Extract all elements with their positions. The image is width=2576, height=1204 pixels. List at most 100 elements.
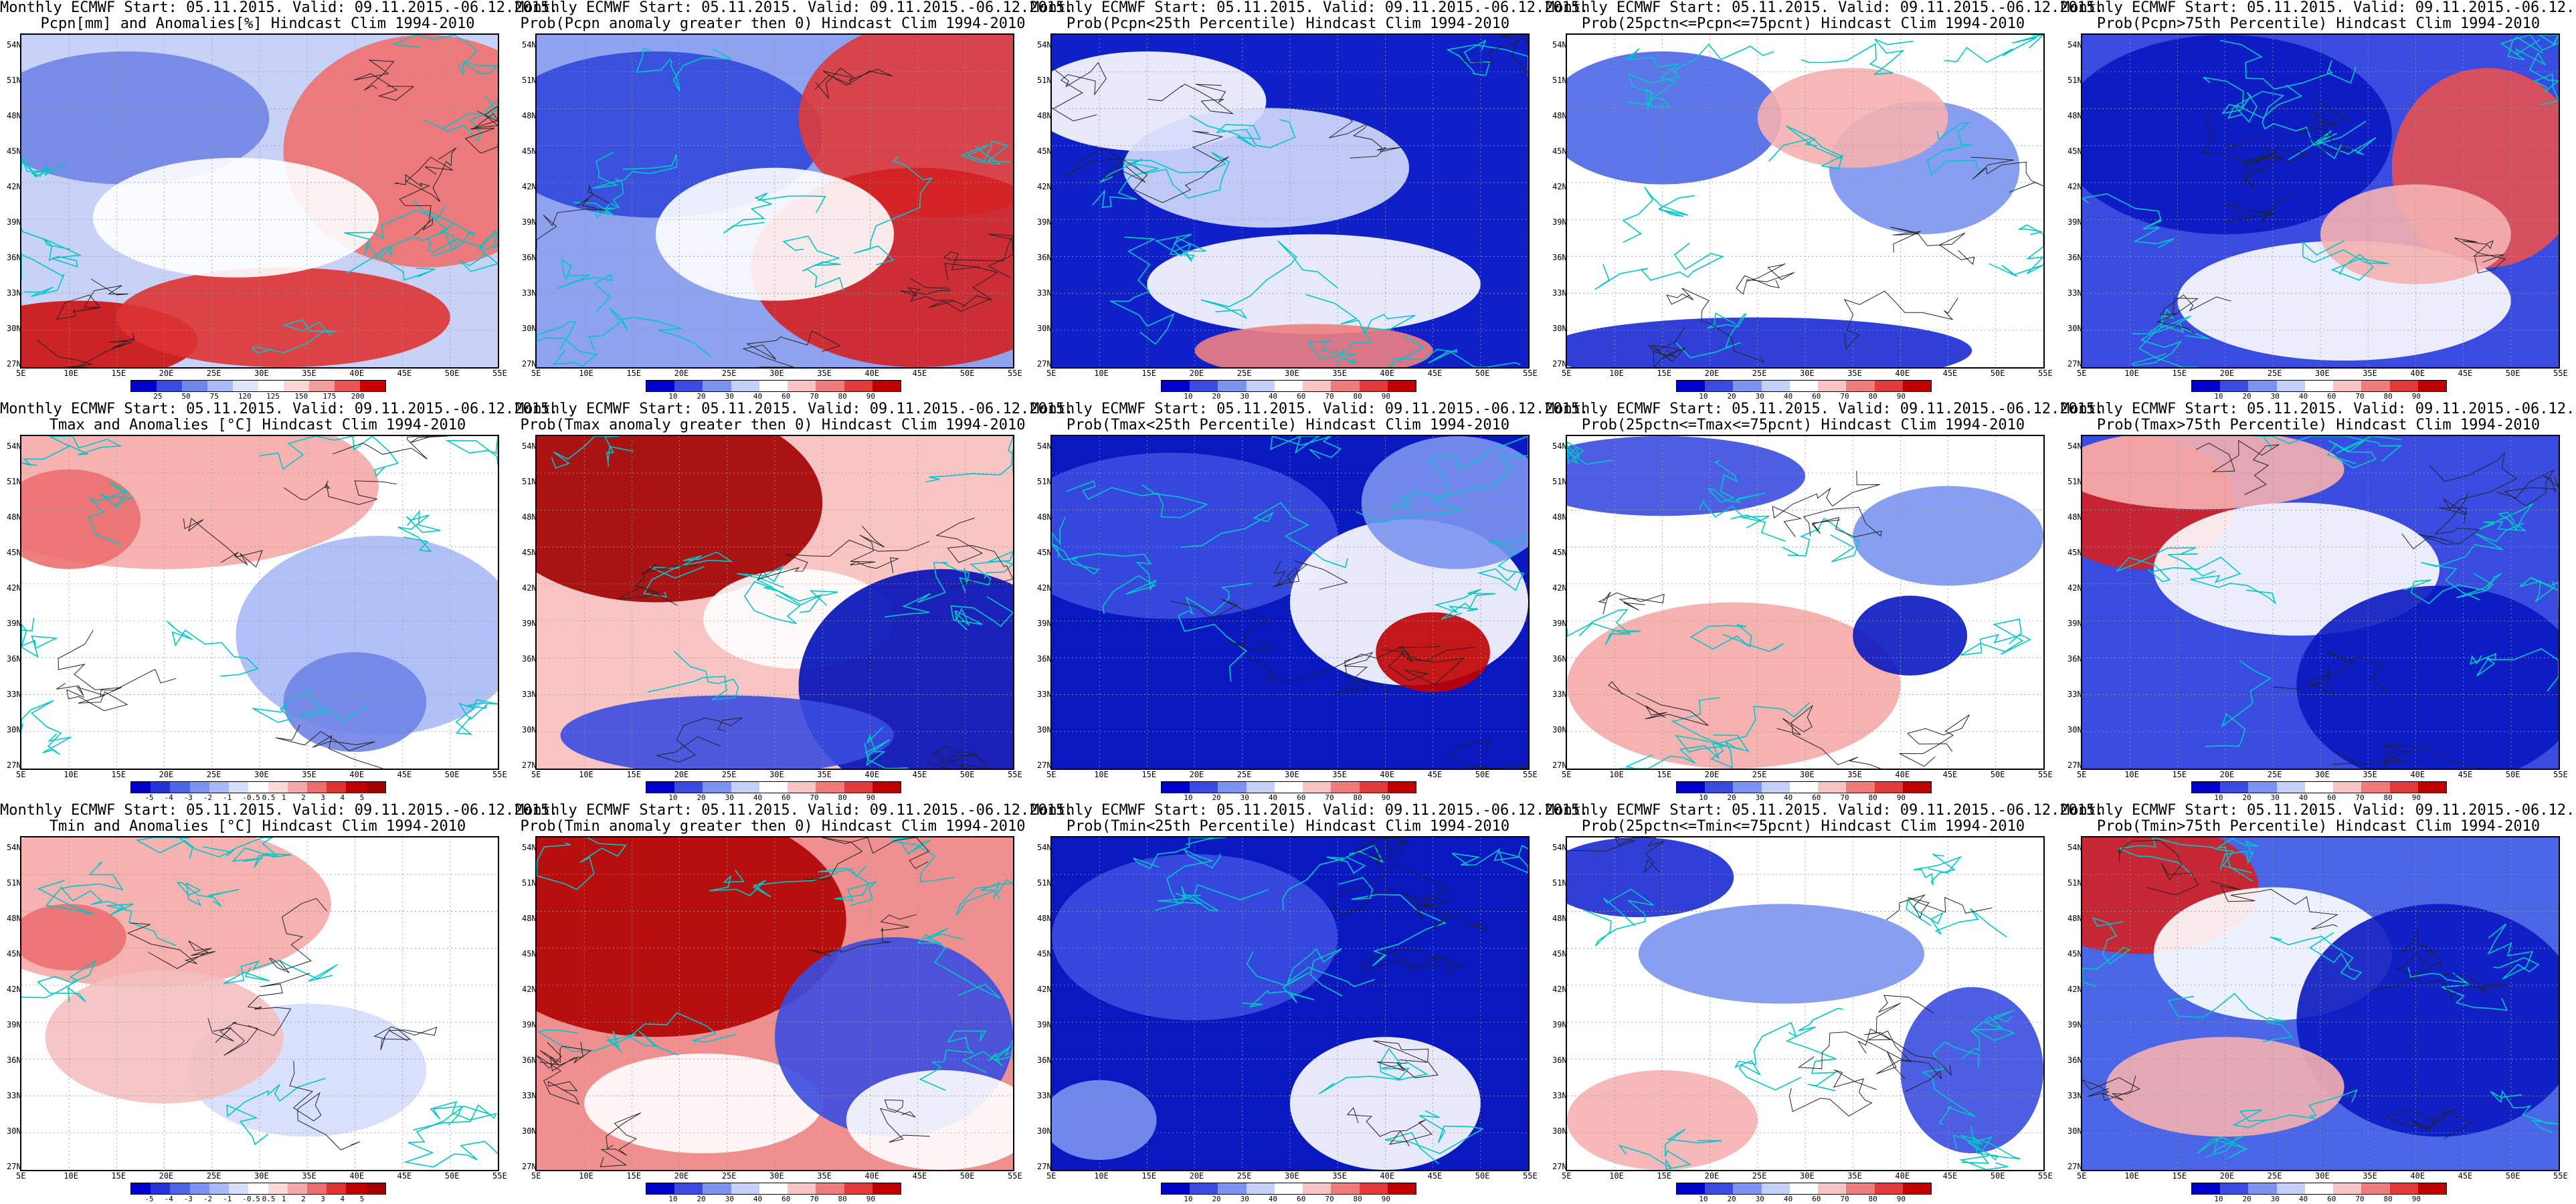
longitude-label: 35E xyxy=(1332,770,1347,779)
contour-line xyxy=(2195,439,2280,495)
longitude-label: 15E xyxy=(1141,1171,1157,1181)
colorbar-swatch xyxy=(1303,381,1331,391)
anomaly-region xyxy=(2082,436,2344,510)
panel-subtitle: Prob(Tmax>75th Percentile) Hindcast Clim… xyxy=(2096,417,2541,433)
longitude-label: 20E xyxy=(2219,1171,2235,1181)
colorbar-swatch xyxy=(1190,1183,1218,1194)
coastline xyxy=(446,229,498,272)
latitude-label: 45N xyxy=(522,949,537,959)
latitude-label: 45N xyxy=(1552,949,1567,959)
anomaly-region xyxy=(116,267,450,367)
coastline xyxy=(1434,589,1496,620)
anomaly-region xyxy=(21,904,126,971)
contour-line xyxy=(1598,591,1665,615)
latitude-label: 42N xyxy=(1037,182,1052,191)
colorbar-tick-label: 20 xyxy=(2242,1195,2251,1203)
colorbar-tick-label: 40 xyxy=(2298,793,2308,802)
coastline xyxy=(955,879,1013,916)
colorbar-swatch xyxy=(1846,381,1875,391)
coastline xyxy=(1989,224,2043,277)
latitude-label: 39N xyxy=(7,1020,21,1029)
coastline xyxy=(2203,76,2258,123)
colorbar-swatch xyxy=(309,381,335,391)
longitude-label: 25E xyxy=(1236,1171,1252,1181)
colorbar-swatch xyxy=(2361,381,2390,391)
longitude-label: 50E xyxy=(444,1171,460,1181)
panel-header: Monthly ECMWF Start: 05.11.2015. Valid: … xyxy=(1030,0,1589,16)
map-panel: Monthly ECMWF Start: 05.11.2015. Valid: … xyxy=(0,803,558,1204)
colorbar xyxy=(130,1183,386,1195)
contour-line xyxy=(289,1061,361,1150)
coastline xyxy=(1710,702,1810,769)
anomaly-region xyxy=(21,469,141,569)
contour-line xyxy=(1052,62,1107,122)
colorbar-tick-label: 75 xyxy=(209,392,219,401)
longitude-label: 40E xyxy=(1895,1171,1910,1181)
colorbar-tick-label: 40 xyxy=(1783,392,1793,401)
latitude-label: 36N xyxy=(1552,253,1567,262)
colorbar xyxy=(646,781,901,793)
colorbar-swatch xyxy=(759,782,788,793)
latitude-label: 39N xyxy=(522,1020,537,1029)
panel-header: Monthly ECMWF Start: 05.11.2015. Valid: … xyxy=(1546,802,2104,819)
coastline xyxy=(1307,340,1358,366)
longitude-label: 55E xyxy=(492,1171,507,1181)
colorbar-swatch xyxy=(2417,782,2446,793)
contour-line xyxy=(814,68,893,100)
anomaly-region xyxy=(1361,436,1528,569)
contour-line xyxy=(268,898,327,973)
coastline xyxy=(21,959,97,1003)
latitude-label: 39N xyxy=(522,217,537,227)
colorbar-tick-label: 20 xyxy=(697,793,706,802)
coastline xyxy=(2519,577,2559,607)
latitude-label: 27N xyxy=(7,1162,21,1171)
longitude-label: 35E xyxy=(302,770,316,779)
colorbar-swatch xyxy=(2333,1183,2362,1194)
colorbar-swatch xyxy=(2304,782,2334,793)
longitude-label: 40E xyxy=(2410,369,2425,378)
longitude-label: 50E xyxy=(444,369,460,378)
colorbar-swatch xyxy=(2417,1183,2446,1194)
colorbar-swatch xyxy=(2417,381,2446,391)
colorbar-tick-label: 175 xyxy=(323,392,337,401)
latitude-label: 33N xyxy=(2067,1091,2082,1100)
latitude-label: 27N xyxy=(522,1162,537,1171)
longitude-label: 30E xyxy=(1800,369,1815,378)
latitude-label: 45N xyxy=(1037,949,1052,959)
longitude-label: 45E xyxy=(397,1171,412,1181)
latitude-label: 48N xyxy=(7,914,21,923)
contour-line xyxy=(537,1041,580,1105)
latitude-label: 54N xyxy=(2067,843,2082,852)
map-panel: Monthly ECMWF Start: 05.11.2015. Valid: … xyxy=(515,0,1073,401)
panel-subtitle: Pcpn[mm] and Anomalies[%] Hindcast Clim … xyxy=(40,15,475,32)
longitude-label: 50E xyxy=(1990,369,2005,378)
contour-line xyxy=(56,278,128,320)
contour-line xyxy=(37,332,135,367)
latitude-label: 33N xyxy=(1552,690,1567,699)
coastline xyxy=(1734,1021,1802,1091)
latitude-label: 51N xyxy=(522,76,537,85)
contour-line xyxy=(1170,599,1272,653)
latitude-label: 51N xyxy=(1552,76,1567,85)
coastline xyxy=(2116,837,2252,878)
longitude-label: 10E xyxy=(1094,1171,1109,1181)
longitude-label: 5E xyxy=(2077,770,2087,779)
contour-line xyxy=(2371,974,2508,1000)
colorbar-tick-label: 2 xyxy=(301,793,306,802)
anomaly-region xyxy=(92,157,379,278)
longitude-label: 10E xyxy=(579,770,593,779)
colorbar-swatch xyxy=(1218,782,1247,793)
longitude-label: 25E xyxy=(2267,770,2282,779)
colorbar-swatch xyxy=(131,1183,151,1194)
colorbar-swatch xyxy=(788,782,816,793)
contour-line xyxy=(2385,1108,2473,1140)
longitude-label: 25E xyxy=(206,369,221,378)
contour-line xyxy=(284,480,397,505)
colorbar-tick-label: 30 xyxy=(2270,793,2280,802)
coastline xyxy=(231,837,292,868)
colorbar-tick-label: 30 xyxy=(725,392,734,401)
coastline xyxy=(1389,436,1528,509)
contour-line xyxy=(373,1026,438,1051)
colorbar-swatch xyxy=(1190,381,1218,391)
